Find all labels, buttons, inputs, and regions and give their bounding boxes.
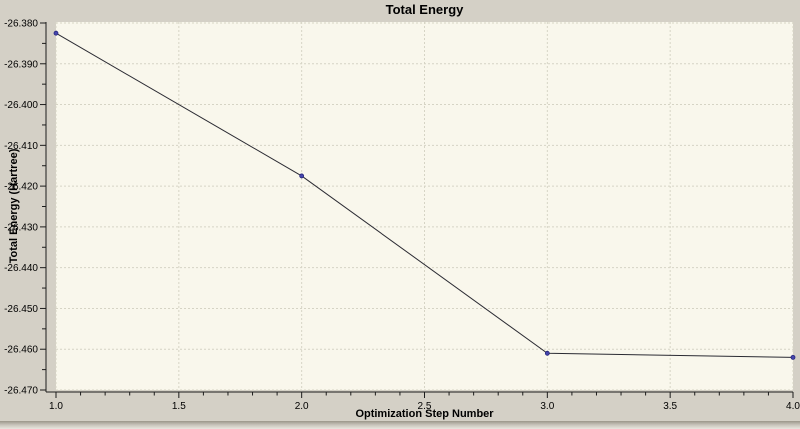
- y-tick-label: -26.430: [4, 222, 38, 233]
- y-tick-label: -26.440: [4, 263, 38, 274]
- data-point-marker: [299, 173, 305, 179]
- x-tick-label: 1.0: [49, 401, 63, 412]
- y-tick-label: -26.400: [4, 100, 38, 111]
- data-line: [55, 32, 794, 358]
- panel-bottom-edge: [0, 421, 800, 429]
- x-tick-label: 2.5: [418, 401, 432, 412]
- x-axis-title: Optimization Step Number: [355, 408, 494, 420]
- y-tick-label: -26.450: [4, 304, 38, 315]
- y-tick-label: -26.390: [4, 59, 38, 70]
- x-tick-label: 1.5: [172, 401, 186, 412]
- data-point-marker: [790, 354, 796, 360]
- x-tick-label: 3.5: [663, 401, 677, 412]
- y-tick-label: -26.420: [4, 182, 38, 193]
- data-point-marker: [544, 350, 550, 356]
- y-tick-label: -26.410: [4, 141, 38, 152]
- y-tick-label: -26.470: [4, 386, 38, 397]
- chart-title: Total Energy: [385, 2, 464, 17]
- y-tick-label: -26.380: [4, 19, 38, 30]
- x-tick-label: 3.0: [540, 401, 554, 412]
- x-tick-label: 4.0: [786, 401, 800, 412]
- y-tick-label: -26.460: [4, 345, 38, 356]
- data-point-marker: [53, 30, 59, 36]
- x-tick-label: 2.0: [295, 401, 309, 412]
- y-axis-title: Total Energy (Hartree): [8, 148, 20, 264]
